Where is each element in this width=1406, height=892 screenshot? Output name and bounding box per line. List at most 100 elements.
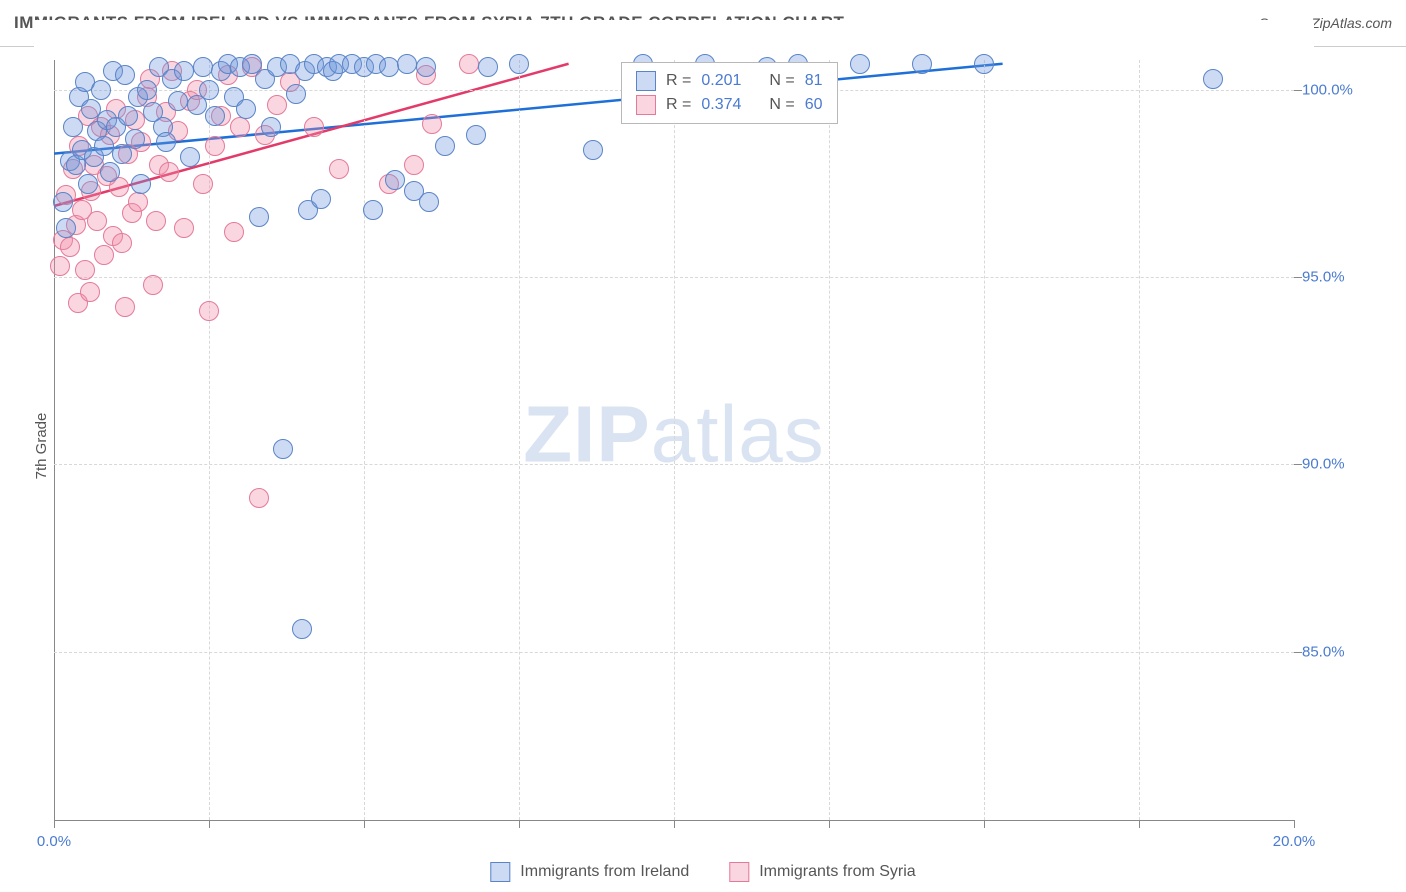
- data-point-syria: [174, 218, 194, 238]
- data-point-syria: [112, 233, 132, 253]
- data-point-ireland: [912, 54, 932, 74]
- data-point-syria: [80, 282, 100, 302]
- data-point-ireland: [379, 57, 399, 77]
- stats-row-ireland: R =0.201N = 81: [636, 69, 823, 93]
- data-point-syria: [459, 54, 479, 74]
- x-tick-label: 20.0%: [1273, 833, 1316, 850]
- data-point-ireland: [1203, 69, 1223, 89]
- x-tick: [1139, 820, 1140, 828]
- data-point-ireland: [115, 65, 135, 85]
- grid-line-v: [1139, 60, 1140, 820]
- data-point-ireland: [419, 192, 439, 212]
- y-tick-label: 85.0%: [1302, 643, 1366, 660]
- data-point-syria: [60, 237, 80, 257]
- data-point-ireland: [249, 207, 269, 227]
- x-tick: [54, 820, 55, 828]
- data-point-ireland: [286, 84, 306, 104]
- data-point-syria: [146, 211, 166, 231]
- legend-swatch-syria: [729, 862, 749, 882]
- data-point-ireland: [509, 54, 529, 74]
- data-point-ireland: [168, 91, 188, 111]
- data-point-syria: [87, 211, 107, 231]
- data-point-ireland: [363, 200, 383, 220]
- data-point-ireland: [416, 57, 436, 77]
- x-tick: [829, 820, 830, 828]
- data-point-syria: [115, 297, 135, 317]
- grid-line-v: [829, 60, 830, 820]
- data-point-syria: [143, 275, 163, 295]
- data-point-syria: [205, 136, 225, 156]
- grid-line-v: [364, 60, 365, 820]
- grid-line-v: [674, 60, 675, 820]
- y-tick-label: 95.0%: [1302, 269, 1366, 286]
- data-point-ireland: [261, 117, 281, 137]
- data-point-syria: [199, 301, 219, 321]
- data-point-syria: [224, 222, 244, 242]
- legend-label-ireland: Immigrants from Ireland: [520, 863, 689, 881]
- y-tick-label: 90.0%: [1302, 456, 1366, 473]
- x-tick: [674, 820, 675, 828]
- data-point-syria: [193, 174, 213, 194]
- stats-r-label: R =: [666, 69, 691, 93]
- stats-n-label: N =: [769, 93, 794, 117]
- data-point-ireland: [156, 132, 176, 152]
- grid-line-v: [519, 60, 520, 820]
- stats-n-value: 60: [805, 93, 823, 117]
- data-point-ireland: [193, 57, 213, 77]
- data-point-ireland: [236, 99, 256, 119]
- stats-r-label: R =: [666, 93, 691, 117]
- data-point-syria: [267, 95, 287, 115]
- x-tick: [209, 820, 210, 828]
- stats-r-value: 0.374: [701, 93, 741, 117]
- data-point-syria: [304, 117, 324, 137]
- data-point-ireland: [100, 162, 120, 182]
- x-tick: [984, 820, 985, 828]
- x-tick: [1294, 820, 1295, 828]
- data-point-ireland: [125, 129, 145, 149]
- data-point-ireland: [180, 147, 200, 167]
- data-point-ireland: [273, 439, 293, 459]
- data-point-syria: [75, 260, 95, 280]
- data-point-ireland: [466, 125, 486, 145]
- data-point-ireland: [583, 140, 603, 160]
- data-point-syria: [50, 256, 70, 276]
- data-point-ireland: [205, 106, 225, 126]
- stats-row-syria: R = 0.374 N = 60: [636, 93, 823, 117]
- stats-legend-box: R =0.201N = 81R = 0.374 N = 60: [621, 62, 838, 124]
- data-point-ireland: [397, 54, 417, 74]
- legend-item-syria: Immigrants from Syria: [729, 862, 915, 882]
- data-point-syria: [422, 114, 442, 134]
- data-point-ireland: [56, 218, 76, 238]
- data-point-ireland: [199, 80, 219, 100]
- y-tick: [1294, 464, 1302, 465]
- grid-line-v: [984, 60, 985, 820]
- data-point-ireland: [63, 117, 83, 137]
- data-point-syria: [94, 245, 114, 265]
- legend-label-syria: Immigrants from Syria: [759, 863, 915, 881]
- data-point-syria: [230, 117, 250, 137]
- data-point-ireland: [174, 61, 194, 81]
- y-tick: [1294, 90, 1302, 91]
- data-point-syria: [329, 159, 349, 179]
- data-point-ireland: [478, 57, 498, 77]
- data-point-syria: [159, 162, 179, 182]
- x-tick: [364, 820, 365, 828]
- stats-n-label: N =: [769, 69, 794, 93]
- data-point-ireland: [94, 136, 114, 156]
- data-point-ireland: [131, 174, 151, 194]
- x-tick: [519, 820, 520, 828]
- data-point-ireland: [78, 174, 98, 194]
- data-point-ireland: [311, 189, 331, 209]
- data-point-ireland: [974, 54, 994, 74]
- data-point-ireland: [435, 136, 455, 156]
- legend-swatch-ireland: [490, 862, 510, 882]
- y-axis-title: 7th Grade: [33, 413, 50, 480]
- data-point-syria: [249, 488, 269, 508]
- data-point-ireland: [850, 54, 870, 74]
- data-point-ireland: [91, 80, 111, 100]
- scatter-plot-area: ZIPatlas 85.0%90.0%95.0%100.0%0.0%20.0%R…: [54, 60, 1294, 821]
- data-point-ireland: [385, 170, 405, 190]
- y-tick: [1294, 652, 1302, 653]
- data-point-syria: [404, 155, 424, 175]
- stats-swatch-ireland: [636, 71, 656, 91]
